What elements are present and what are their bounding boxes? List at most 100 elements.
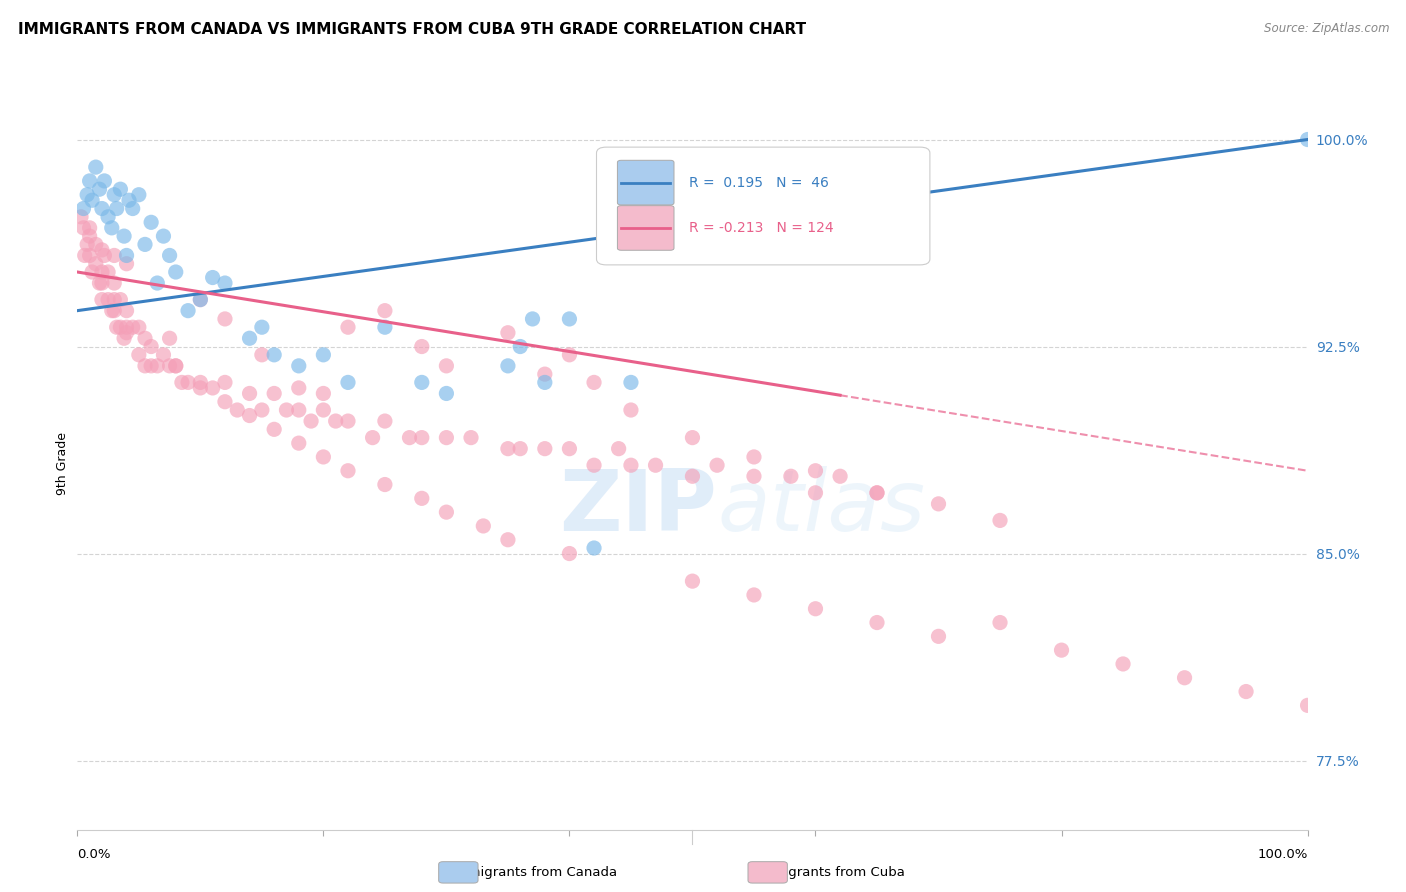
Point bbox=[201, 381, 224, 395]
Point bbox=[325, 414, 347, 428]
Point bbox=[472, 519, 495, 533]
Point bbox=[76, 237, 98, 252]
Point bbox=[79, 248, 101, 262]
Point bbox=[97, 265, 120, 279]
Point bbox=[928, 629, 950, 643]
Point bbox=[188, 376, 212, 390]
Point bbox=[115, 326, 138, 340]
Text: 0.0%: 0.0% bbox=[77, 848, 111, 861]
Point bbox=[312, 403, 335, 417]
Point bbox=[188, 293, 212, 307]
Point bbox=[103, 248, 125, 262]
Point bbox=[73, 248, 96, 262]
Point bbox=[288, 436, 311, 450]
Point bbox=[214, 312, 236, 326]
Point bbox=[112, 229, 135, 244]
Point bbox=[146, 359, 169, 373]
Point bbox=[496, 326, 519, 340]
Point bbox=[84, 257, 107, 271]
Point bbox=[82, 193, 104, 207]
Point bbox=[620, 458, 643, 473]
Point bbox=[141, 215, 163, 229]
Point bbox=[299, 414, 322, 428]
Point bbox=[583, 541, 606, 555]
Point bbox=[312, 386, 335, 401]
Text: IMMIGRANTS FROM CANADA VS IMMIGRANTS FROM CUBA 9TH GRADE CORRELATION CHART: IMMIGRANTS FROM CANADA VS IMMIGRANTS FRO… bbox=[18, 22, 807, 37]
Point bbox=[460, 431, 482, 445]
Point bbox=[97, 293, 120, 307]
Point bbox=[558, 348, 581, 362]
Point bbox=[170, 376, 193, 390]
Point bbox=[121, 202, 143, 216]
Point bbox=[780, 469, 803, 483]
Point bbox=[118, 193, 141, 207]
Point bbox=[101, 303, 124, 318]
Point bbox=[509, 339, 531, 353]
Point bbox=[496, 442, 519, 456]
Point bbox=[620, 403, 643, 417]
Text: R = -0.213   N = 124: R = -0.213 N = 124 bbox=[689, 221, 834, 235]
Text: Source: ZipAtlas.com: Source: ZipAtlas.com bbox=[1264, 22, 1389, 36]
Point bbox=[177, 303, 200, 318]
Point bbox=[72, 220, 94, 235]
Point bbox=[374, 320, 396, 334]
Point bbox=[103, 293, 125, 307]
Point bbox=[1174, 671, 1197, 685]
Point bbox=[374, 477, 396, 491]
Point bbox=[115, 320, 138, 334]
Point bbox=[866, 485, 889, 500]
Point bbox=[436, 359, 458, 373]
Point bbox=[134, 331, 156, 345]
Point bbox=[134, 237, 156, 252]
Point bbox=[398, 431, 420, 445]
FancyBboxPatch shape bbox=[617, 161, 673, 205]
Point bbox=[115, 248, 138, 262]
Point bbox=[263, 422, 285, 436]
Point bbox=[337, 414, 360, 428]
Point bbox=[337, 320, 360, 334]
Point bbox=[141, 339, 163, 353]
Point bbox=[105, 320, 128, 334]
Point bbox=[90, 202, 114, 216]
Point bbox=[830, 469, 852, 483]
Point bbox=[337, 376, 360, 390]
Text: Immigrants from Cuba: Immigrants from Cuba bbox=[755, 866, 904, 879]
Point bbox=[742, 469, 765, 483]
Point bbox=[1234, 684, 1257, 698]
Point bbox=[1296, 132, 1319, 146]
Text: 100.0%: 100.0% bbox=[1257, 848, 1308, 861]
Point bbox=[226, 403, 249, 417]
Point bbox=[146, 276, 169, 290]
Point bbox=[141, 359, 163, 373]
Point bbox=[804, 601, 827, 615]
FancyBboxPatch shape bbox=[596, 147, 929, 265]
Point bbox=[93, 248, 115, 262]
Point bbox=[165, 359, 187, 373]
Point bbox=[804, 464, 827, 478]
Point bbox=[250, 320, 273, 334]
Point bbox=[496, 359, 519, 373]
Text: atlas: atlas bbox=[717, 467, 925, 549]
Point bbox=[558, 442, 581, 456]
Point bbox=[121, 320, 143, 334]
Point bbox=[201, 270, 224, 285]
Point bbox=[374, 414, 396, 428]
Point bbox=[188, 293, 212, 307]
FancyBboxPatch shape bbox=[617, 206, 673, 251]
Point bbox=[214, 394, 236, 409]
Point bbox=[436, 431, 458, 445]
Point bbox=[84, 160, 107, 174]
Point bbox=[682, 431, 704, 445]
Point bbox=[509, 442, 531, 456]
Point bbox=[93, 174, 115, 188]
Y-axis label: 9th Grade: 9th Grade bbox=[56, 433, 69, 495]
Point bbox=[239, 331, 262, 345]
Point bbox=[115, 257, 138, 271]
Point bbox=[1050, 643, 1073, 657]
Point bbox=[682, 574, 704, 589]
Point bbox=[134, 359, 156, 373]
Point bbox=[928, 497, 950, 511]
Point bbox=[214, 376, 236, 390]
Point bbox=[90, 293, 114, 307]
Point bbox=[72, 202, 94, 216]
